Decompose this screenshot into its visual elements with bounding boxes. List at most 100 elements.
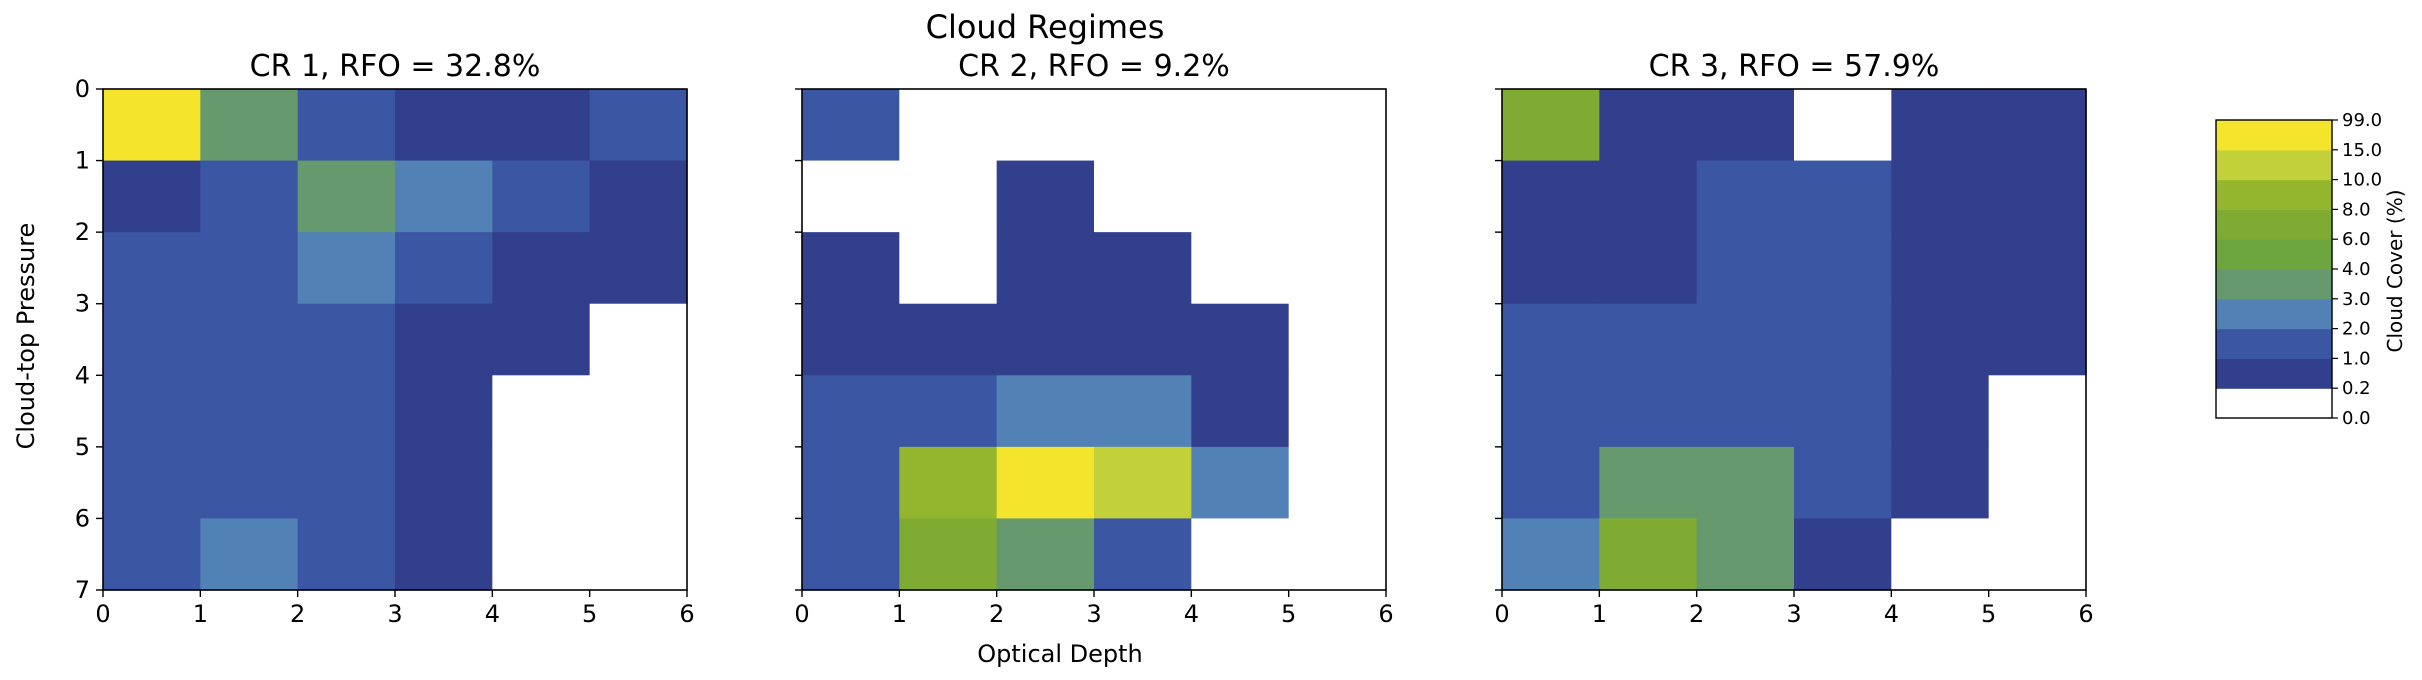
- colorbar-segment: [2216, 239, 2332, 270]
- heatmap-cell: [899, 375, 998, 448]
- heatmap-cell: [1891, 303, 1990, 376]
- x-tick-label: 4: [1184, 600, 1199, 628]
- colorbar-tick-label: 8.0: [2342, 199, 2371, 220]
- heatmap-cell: [1599, 232, 1698, 305]
- heatmap-cell: [899, 446, 998, 520]
- heatmap-cell: [103, 375, 201, 448]
- heatmap-cell: [297, 89, 396, 162]
- y-tick-label: 7: [75, 576, 90, 604]
- heatmap-cell: [996, 518, 1095, 591]
- heatmap-cell: [1094, 232, 1192, 305]
- heatmap-cell: [1988, 303, 2087, 376]
- heatmap-cell: [899, 518, 998, 591]
- heatmap-cell: [589, 232, 688, 305]
- heatmap-cell: [1502, 446, 1600, 520]
- colorbar-tick-label: 15.0: [2342, 140, 2382, 161]
- heatmap-cell: [1988, 89, 2087, 162]
- x-tick-label: 3: [387, 600, 402, 628]
- heatmap-cell: [1191, 303, 1290, 376]
- x-tick-label: 1: [1592, 600, 1607, 628]
- colorbar-segment: [2216, 209, 2332, 240]
- heatmap-cell: [802, 160, 900, 233]
- colorbar-segment: [2216, 388, 2332, 419]
- heatmap-cell: [1502, 375, 1600, 448]
- heatmap-cell: [1191, 446, 1290, 520]
- x-tick-label: 1: [193, 600, 208, 628]
- colorbar-tick-label: 2.0: [2342, 319, 2371, 340]
- colorbar-tick-label: 3.0: [2342, 289, 2371, 310]
- heatmap-cell: [1288, 160, 1387, 233]
- heatmap-cell: [297, 375, 396, 448]
- heatmap-cell: [395, 160, 493, 233]
- heatmap-cell: [589, 518, 688, 591]
- heatmap-cell: [200, 160, 299, 233]
- y-tick-label: 1: [75, 147, 90, 175]
- panel-title: CR 1, RFO = 32.8%: [250, 49, 541, 84]
- heatmap-cell: [297, 303, 396, 376]
- heatmap-cell: [1988, 446, 2087, 520]
- colorbar-tick-label: 1.0: [2342, 348, 2371, 369]
- heatmap-cell: [492, 232, 591, 305]
- heatmap-cell: [802, 89, 900, 162]
- colorbar: 0.0 0.2 1.0 2.0 3.0 4.0 6.0 8.0 10.0 15.0 99.0: [2215, 110, 2382, 429]
- x-tick-label: 4: [485, 600, 500, 628]
- figure-title: Cloud Regimes: [926, 8, 1165, 46]
- colorbar-label: Cloud Cover (%): [2383, 189, 2407, 352]
- heatmap-cell: [492, 375, 591, 448]
- colorbar-tick-label: 0.2: [2342, 378, 2371, 399]
- heatmap-cell: [1094, 446, 1192, 520]
- heatmap-cell: [1891, 89, 1990, 162]
- heatmap-cell: [1191, 232, 1290, 305]
- panel-3: CR 3, RFO = 57.9% 0 1 2 3 4 5 6: [1494, 49, 2093, 628]
- colorbar-tick-label: 0.0: [2342, 408, 2371, 429]
- y-axis-label: Cloud-top Pressure: [12, 223, 40, 450]
- heatmap-cell: [200, 303, 299, 376]
- heatmap-cell: [1696, 232, 1795, 305]
- x-tick-label: 6: [679, 600, 694, 628]
- heatmap-cell: [492, 446, 591, 520]
- heatmap-cell: [1599, 89, 1698, 162]
- x-tick-label: 2: [1689, 600, 1704, 628]
- heatmap-cell: [1599, 303, 1698, 376]
- x-tick-label: 6: [2078, 600, 2093, 628]
- heatmap-cell: [1988, 160, 2087, 233]
- heatmap-cell: [297, 232, 396, 305]
- heatmap-cell: [492, 160, 591, 233]
- heatmap-cell: [1502, 518, 1600, 591]
- heatmap-cell: [589, 375, 688, 448]
- heatmap-cell: [1696, 303, 1795, 376]
- heatmap-cell: [1288, 375, 1387, 448]
- heatmap-cell: [103, 160, 201, 233]
- heatmap-cell: [802, 303, 900, 376]
- colorbar-tick-label: 10.0: [2342, 170, 2382, 191]
- x-tick-label: 0: [794, 600, 809, 628]
- heatmap-cell: [899, 232, 998, 305]
- heatmap-cell: [395, 89, 493, 162]
- x-tick-label: 3: [1786, 600, 1801, 628]
- heatmap-cell: [1094, 89, 1192, 162]
- heatmap-cell: [1891, 232, 1990, 305]
- heatmap-cell: [1094, 160, 1192, 233]
- heatmap-cell: [1599, 160, 1698, 233]
- heatmap-cell: [996, 303, 1095, 376]
- heatmap-cell: [1191, 89, 1290, 162]
- heatmap-cell: [297, 160, 396, 233]
- y-tick-label: 2: [75, 218, 90, 246]
- heatmap-cell: [899, 89, 998, 162]
- heatmap-cell: [1094, 303, 1192, 376]
- heatmap-cell: [395, 232, 493, 305]
- y-tick-label: 6: [75, 504, 90, 532]
- heatmap-cell: [1794, 446, 1892, 520]
- heatmap-cell: [103, 446, 201, 520]
- heatmap-cell: [1891, 446, 1990, 520]
- heatmap-cell: [589, 303, 688, 376]
- x-axis-label: Optical Depth: [977, 640, 1143, 668]
- heatmap-cell: [1288, 303, 1387, 376]
- x-tick-label: 0: [95, 600, 110, 628]
- heatmap-cell: [996, 375, 1095, 448]
- y-tick-label: 4: [75, 361, 90, 389]
- colorbar-segment: [2216, 298, 2332, 330]
- heatmap-cell: [996, 89, 1095, 162]
- heatmap-cell: [996, 446, 1095, 520]
